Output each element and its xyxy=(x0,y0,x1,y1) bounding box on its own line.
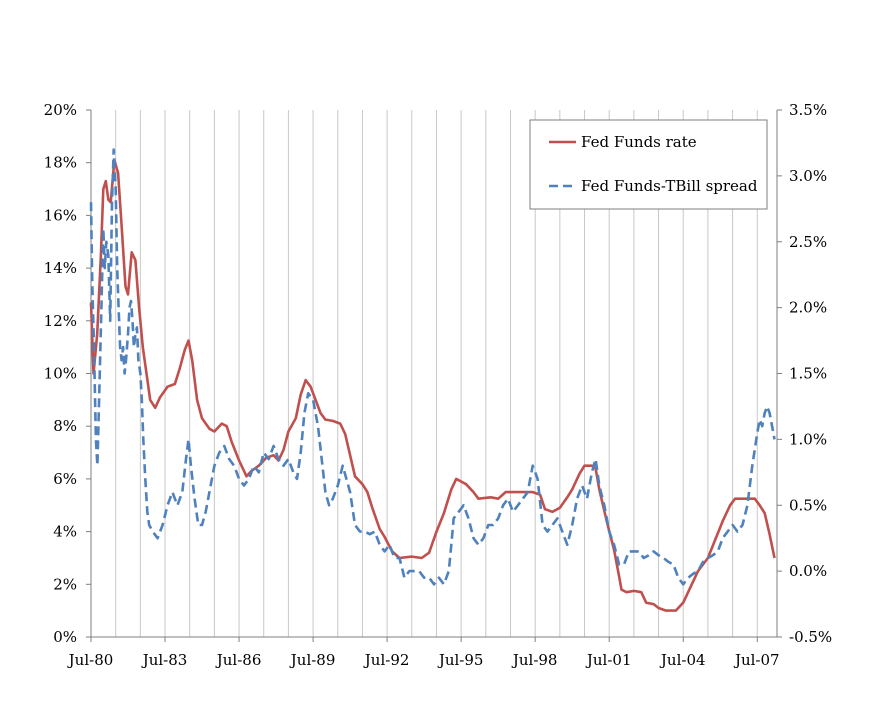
right-axis-tick-label: 2.5% xyxy=(789,233,827,251)
series-lines xyxy=(89,148,776,612)
series-line-fed-funds-rate xyxy=(89,158,776,612)
right-axis-tick-label: 1.5% xyxy=(789,365,827,383)
left-axis-tick-label: 12% xyxy=(44,312,77,330)
right-axis-tick-label: 0.5% xyxy=(789,496,827,514)
left-axis-tick-label: 20% xyxy=(44,101,77,119)
left-axis-tick-label: 2% xyxy=(53,575,77,593)
left-axis-tick-label: 8% xyxy=(53,417,77,435)
x-axis-tick-label: Jul-83 xyxy=(141,651,188,669)
x-axis-tick-label: Jul-07 xyxy=(733,651,780,669)
x-axis-tick-label: Jul-98 xyxy=(511,651,558,669)
legend-label-spread: Fed Funds-TBill spread xyxy=(581,177,758,195)
left-axis-tick-label: 14% xyxy=(44,259,77,277)
right-axis-tick-label: 3.0% xyxy=(789,167,827,185)
axes xyxy=(86,109,782,642)
right-axis-tick-label: 0.0% xyxy=(789,562,827,580)
left-axis-tick-label: 4% xyxy=(53,523,77,541)
x-axis-tick-label: Jul-04 xyxy=(659,651,706,669)
tick-labels: 0% 2% 4% 6% 8% 10% 12% 14% 16% 18% 20% -0.5% 0.0% 0.5… xyxy=(44,101,833,669)
x-axis-tick-label: Jul-80 xyxy=(67,651,114,669)
x-axis-tick-label: Jul-92 xyxy=(363,651,410,669)
legend: Fed Funds rate Fed Funds-TBill spread xyxy=(529,119,768,210)
right-axis-tick-label: 3.5% xyxy=(789,101,827,119)
x-axis-tick-label: Jul-95 xyxy=(437,651,484,669)
gridlines xyxy=(90,110,758,637)
x-axis-tick-label: Jul-01 xyxy=(585,651,632,669)
left-axis-tick-label: 18% xyxy=(44,154,77,172)
left-axis-tick-label: 16% xyxy=(44,206,77,224)
legend-box xyxy=(529,119,768,210)
left-axis-tick-label: 6% xyxy=(53,470,77,488)
legend-label-fed-funds-rate: Fed Funds rate xyxy=(581,133,697,151)
right-axis-tick-label: 2.0% xyxy=(789,299,827,317)
right-axis-tick-label: -0.5% xyxy=(789,628,832,646)
x-axis-tick-label: Jul-86 xyxy=(215,651,262,669)
left-axis-tick-label: 10% xyxy=(44,365,77,383)
x-axis-tick-label: Jul-89 xyxy=(289,651,336,669)
right-axis-tick-label: 1.0% xyxy=(789,430,827,448)
left-axis-tick-label: 0% xyxy=(53,628,77,646)
